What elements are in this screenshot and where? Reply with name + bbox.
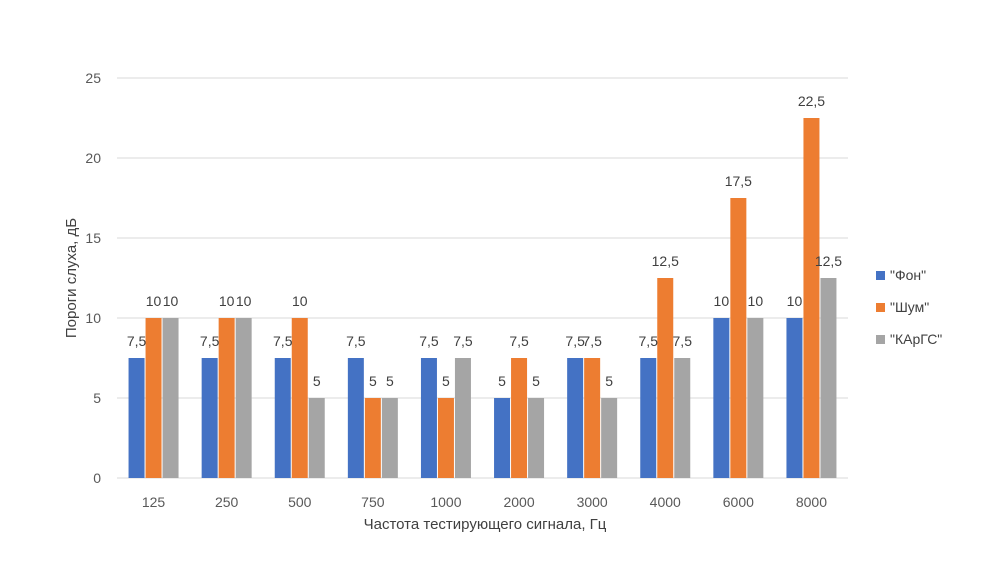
y-tick-label: 20 xyxy=(85,150,101,166)
x-tick-label: 6000 xyxy=(723,494,754,510)
legend-swatch xyxy=(876,335,885,344)
bar-2-3 xyxy=(381,398,398,478)
data-label: 5 xyxy=(605,373,613,389)
data-label: 10 xyxy=(146,293,162,309)
data-label: 10 xyxy=(748,293,764,309)
bar-0-6 xyxy=(567,358,584,478)
data-label: 7,5 xyxy=(273,333,293,349)
x-tick-label: 8000 xyxy=(796,494,827,510)
bar-1-5 xyxy=(511,358,528,478)
data-label: 7,5 xyxy=(565,333,585,349)
legend-label: "Шум" xyxy=(890,299,929,315)
bar-0-1 xyxy=(201,358,218,478)
bars xyxy=(128,118,837,478)
data-label: 12,5 xyxy=(652,253,679,269)
data-label: 10 xyxy=(163,293,179,309)
data-label: 7,5 xyxy=(582,333,602,349)
bar-2-9 xyxy=(820,278,837,478)
bar-0-5 xyxy=(494,398,511,478)
bar-2-2 xyxy=(308,398,325,478)
x-tick-label: 4000 xyxy=(650,494,681,510)
data-label: 12,5 xyxy=(815,253,842,269)
data-label: 17,5 xyxy=(725,173,752,189)
bar-1-3 xyxy=(364,398,381,478)
y-axis-ticks: 0 5 10 15 20 25 xyxy=(85,70,101,486)
bar-2-8 xyxy=(747,318,764,478)
y-tick-label: 15 xyxy=(85,230,101,246)
bar-2-4 xyxy=(454,358,471,478)
legend-label: "КАрГС" xyxy=(890,331,942,347)
y-tick-label: 25 xyxy=(85,70,101,86)
data-label: 5 xyxy=(369,373,377,389)
bar-1-9 xyxy=(803,118,820,478)
bar-1-2 xyxy=(291,318,308,478)
bar-0-7 xyxy=(640,358,657,478)
bar-0-2 xyxy=(274,358,291,478)
y-tick-label: 10 xyxy=(85,310,101,326)
bar-1-4 xyxy=(437,398,454,478)
x-tick-label: 2000 xyxy=(503,494,534,510)
data-label: 10 xyxy=(787,293,803,309)
bar-2-6 xyxy=(601,398,618,478)
x-tick-label: 500 xyxy=(288,494,312,510)
bar-0-4 xyxy=(420,358,437,478)
data-label: 7,5 xyxy=(127,333,147,349)
bar-1-8 xyxy=(730,198,747,478)
data-label: 7,5 xyxy=(346,333,366,349)
bar-1-1 xyxy=(218,318,235,478)
x-tick-label: 750 xyxy=(361,494,385,510)
bar-2-1 xyxy=(235,318,252,478)
x-tick-label: 125 xyxy=(142,494,166,510)
bar-0-8 xyxy=(713,318,730,478)
bar-2-0 xyxy=(162,318,179,478)
y-tick-label: 0 xyxy=(93,470,101,486)
legend-label: "Фон" xyxy=(890,267,926,283)
y-tick-label: 5 xyxy=(93,390,101,406)
bar-0-3 xyxy=(347,358,364,478)
data-label: 7,5 xyxy=(639,333,659,349)
bar-2-7 xyxy=(674,358,691,478)
y-axis-title: Пороги слуха, дБ xyxy=(63,218,80,338)
data-label: 10 xyxy=(219,293,235,309)
data-label: 5 xyxy=(386,373,394,389)
data-label: 22,5 xyxy=(798,93,825,109)
legend: "Фон" "Шум" "КАрГС" xyxy=(876,267,942,347)
data-label: 10 xyxy=(714,293,730,309)
data-label: 10 xyxy=(236,293,252,309)
bar-2-5 xyxy=(528,398,545,478)
x-tick-label: 1000 xyxy=(430,494,461,510)
data-label: 5 xyxy=(313,373,321,389)
data-label: 5 xyxy=(442,373,450,389)
data-label: 7,5 xyxy=(419,333,439,349)
data-label: 10 xyxy=(292,293,308,309)
data-label: 7,5 xyxy=(453,333,473,349)
legend-swatch xyxy=(876,303,885,312)
bar-1-0 xyxy=(145,318,162,478)
x-axis-title: Частота тестирующего сигнала, Гц xyxy=(364,516,607,533)
bar-0-9 xyxy=(786,318,803,478)
bar-1-6 xyxy=(584,358,601,478)
legend-swatch xyxy=(876,271,885,280)
bar-1-7 xyxy=(657,278,674,478)
data-label: 7,5 xyxy=(200,333,220,349)
x-tick-label: 3000 xyxy=(577,494,608,510)
x-tick-label: 250 xyxy=(215,494,239,510)
data-label: 7,5 xyxy=(509,333,529,349)
data-label: 5 xyxy=(532,373,540,389)
data-label: 7,5 xyxy=(673,333,693,349)
data-label: 5 xyxy=(498,373,506,389)
bar-0-0 xyxy=(128,358,145,478)
x-axis-ticks: 125 250 500 750 1000 2000 3000 4000 6000 8000 xyxy=(142,494,827,510)
